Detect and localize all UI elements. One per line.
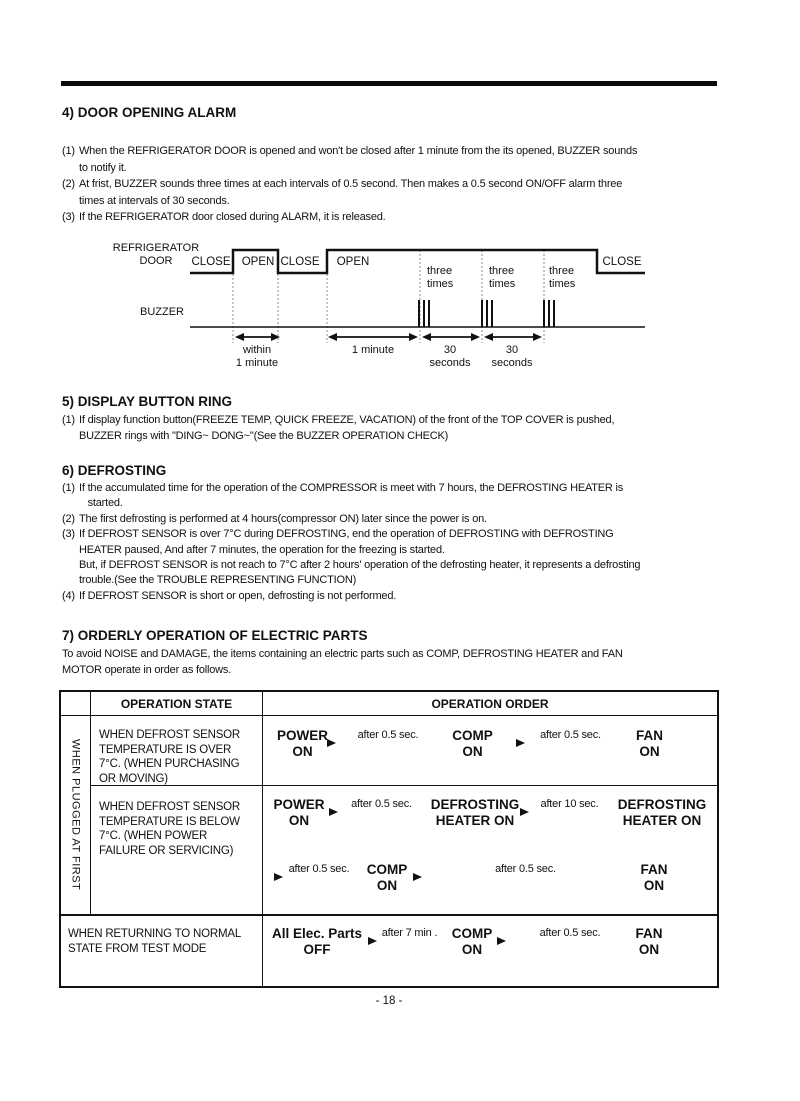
item-number: (2) — [62, 512, 75, 525]
buzzer-pulses — [418, 300, 555, 327]
state-cell-row1: WHEN DEFROST SENSOR TEMPERATURE IS OVER … — [91, 716, 263, 786]
state-cell-row2: WHEN DEFROST SENSOR TEMPERATURE IS BELOW… — [91, 786, 263, 916]
duration-30-seconds: 30 seconds — [429, 344, 471, 369]
list-item: (2) The first defrosting is performed at… — [62, 512, 640, 527]
list-item: (1) When the REFRIGERATOR DOOR is opened… — [62, 143, 637, 176]
node-fan-on: FAN ON — [636, 728, 663, 759]
arrow-after-0-5-sec: after 0.5 sec. — [274, 863, 357, 881]
door-state-close: CLOSE — [602, 256, 642, 268]
three-times-label: three times — [427, 265, 454, 290]
node-comp-on: COMP ON — [366, 862, 408, 893]
arrow-after-7-min: after 7 min . — [368, 927, 444, 945]
state-cell-row3: WHEN RETURNING TO NORMAL STATE FROM TEST… — [61, 916, 263, 986]
arrow-after-0-5-sec: after 0.5 sec. — [516, 729, 618, 747]
item-text: If display function button(FREEZE TEMP, … — [79, 414, 615, 442]
arrow-after-0-5-sec: after 0.5 sec. — [329, 798, 427, 816]
door-waveform-path — [190, 248, 645, 275]
duration-within-1-minute: within 1 minute — [235, 344, 279, 369]
group-label: WHEN PLUGGED AT FIRST — [69, 739, 82, 891]
list-item: (1) If display function button(FREEZE TE… — [62, 412, 615, 444]
top-rule — [61, 81, 717, 86]
item-text: If DEFROST SENSOR is short or open, defr… — [79, 589, 397, 602]
door-alarm-timing-diagram: REFRIGERATOR DOOR BUZZER CLOSE OPEN CLOS… — [110, 240, 730, 380]
item-text: When the REFRIGERATOR DOOR is opened and… — [79, 145, 638, 174]
arrow-after-10-sec: after 10 sec. — [520, 798, 612, 816]
buzzer-signal-label: BUZZER — [140, 306, 184, 318]
header-operation-state: OPERATION STATE — [91, 692, 263, 716]
item-number: (1) — [62, 414, 75, 426]
header-operation-order: OPERATION ORDER — [263, 692, 717, 716]
list-item: (3) If the REFRIGERATOR door closed duri… — [62, 209, 637, 226]
arrow-after-0-5-sec: after 0.5 sec. — [413, 863, 631, 881]
order-cell-row1: POWER ON after 0.5 sec. COMP ON after 0.… — [263, 716, 717, 786]
operation-order-table: OPERATION STATE OPERATION ORDER WHEN PLU… — [59, 690, 719, 988]
node-comp-on: COMP ON — [451, 926, 493, 957]
list-item: (1) If the accumulated time for the oper… — [62, 481, 640, 512]
list-item: (2) At frist, BUZZER sounds three times … — [62, 176, 637, 209]
item-text: The first defrosting is performed at 4 h… — [79, 512, 487, 525]
order-cell-row3: All Elec. Parts OFF after 7 min . COMP O… — [263, 916, 717, 986]
section7-intro: To avoid NOISE and DAMAGE, the items con… — [62, 648, 623, 676]
group-cell-when-plugged-at-first: WHEN PLUGGED AT FIRST — [61, 716, 91, 916]
item-number: (3) — [62, 528, 75, 541]
item-text: If the REFRIGERATOR door closed during A… — [79, 211, 386, 223]
door-state-close: CLOSE — [191, 256, 231, 268]
section5-heading: 5) DISPLAY BUTTON RING — [62, 394, 233, 409]
duration-30-seconds: 30 seconds — [491, 344, 533, 369]
door-signal-label: REFRIGERATOR DOOR — [112, 242, 200, 267]
item-text: If the accumulated time for the operatio… — [79, 482, 624, 510]
node-power-on: POWER ON — [273, 797, 325, 828]
order-cell-row2: POWER ON after 0.5 sec. DEFROSTING HEATE… — [263, 786, 717, 916]
node-comp-on: COMP ON — [452, 728, 493, 759]
list-item: (3) If DEFROST SENSOR is over 7°C during… — [62, 527, 641, 589]
door-state-open: OPEN — [336, 256, 370, 268]
node-power-on: POWER ON — [276, 728, 328, 759]
item-text: If DEFROST SENSOR is over 7°C during DEF… — [79, 528, 641, 587]
node-fan-on: FAN ON — [640, 862, 668, 893]
duration-1-minute: 1 minute — [351, 344, 395, 356]
door-state-open: OPEN — [241, 256, 275, 268]
page-number: - 18 - — [375, 995, 403, 1007]
door-state-close: CLOSE — [280, 256, 320, 268]
item-number: (3) — [62, 211, 75, 223]
duration-arrows — [235, 333, 542, 341]
section6-list: (1) If the accumulated time for the oper… — [62, 481, 641, 604]
node-defrosting-heater-on: DEFROSTING HEATER ON — [617, 797, 707, 828]
three-times-label: three times — [549, 265, 576, 290]
item-number: (4) — [62, 589, 75, 602]
item-number: (2) — [62, 178, 75, 190]
section4-heading: 4) DOOR OPENING ALARM — [62, 105, 237, 120]
timing-diagram-svg — [190, 248, 645, 343]
item-text: At frist, BUZZER sounds three times at e… — [79, 178, 623, 207]
arrow-after-0-5-sec: after 0.5 sec. — [497, 927, 636, 945]
section4-list: (1) When the REFRIGERATOR DOOR is opened… — [62, 143, 637, 226]
item-number: (1) — [62, 145, 75, 157]
item-number: (1) — [62, 482, 75, 494]
header-corner-cell — [61, 692, 91, 716]
list-item: (4) If DEFROST SENSOR is short or open, … — [62, 589, 640, 604]
node-all-elec-parts-off: All Elec. Parts OFF — [271, 926, 363, 957]
node-fan-on: FAN ON — [635, 926, 663, 957]
node-defrosting-heater-on: DEFROSTING HEATER ON — [430, 797, 520, 828]
three-times-label: three times — [489, 265, 516, 290]
section7-heading: 7) ORDERLY OPERATION OF ELECTRIC PARTS — [62, 628, 368, 643]
section5-list: (1) If display function button(FREEZE TE… — [62, 412, 615, 444]
section6-heading: 6) DEFROSTING — [62, 463, 167, 478]
arrow-after-0-5-sec: after 0.5 sec. — [327, 729, 442, 747]
